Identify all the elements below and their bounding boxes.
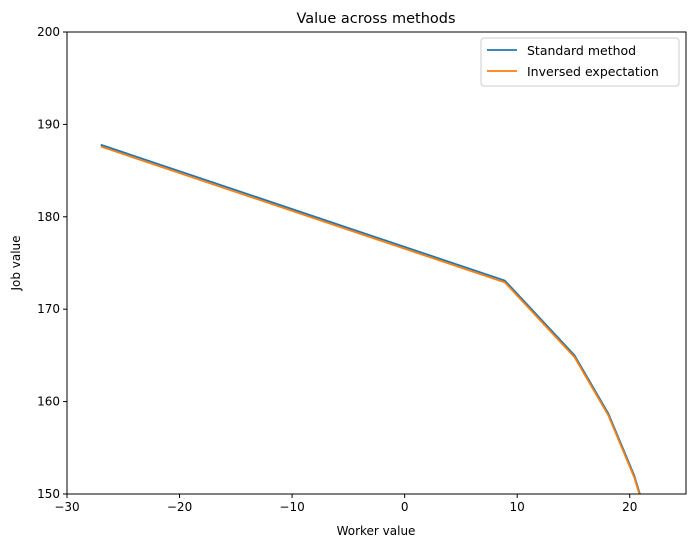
- y-tick-label: 200: [37, 25, 60, 39]
- series-line-standard-method: [100, 143, 641, 494]
- y-tick-label: 190: [37, 117, 60, 131]
- y-axis: 150 160 170 180 190 200: [37, 25, 67, 501]
- legend: Standard method Inversed expectation: [480, 37, 680, 87]
- legend-box: [480, 37, 680, 87]
- series-line-inversed-expectation: [100, 145, 641, 494]
- plot-area: [66, 31, 687, 495]
- legend-label-inversed-expectation: Inversed expectation: [527, 64, 659, 79]
- chart-title: Value across methods: [296, 11, 455, 27]
- x-tick-label: −10: [279, 500, 304, 514]
- plot-frame: [66, 31, 687, 495]
- x-axis: −30 −20 −10 0 10 20: [54, 494, 637, 514]
- x-tick-label: 10: [510, 500, 525, 514]
- y-tick-label: 150: [37, 487, 60, 501]
- y-tick-label: 170: [37, 302, 60, 316]
- y-tick-label: 160: [37, 395, 60, 409]
- x-tick-label: −30: [54, 500, 79, 514]
- x-axis-label: Worker value: [337, 524, 416, 538]
- legend-label-standard-method: Standard method: [527, 43, 636, 58]
- y-tick-label: 180: [37, 210, 60, 224]
- x-tick-label: −20: [167, 500, 192, 514]
- y-axis-label: Job value: [9, 235, 23, 291]
- x-tick-label: 20: [622, 500, 637, 514]
- x-tick-label: 0: [401, 500, 409, 514]
